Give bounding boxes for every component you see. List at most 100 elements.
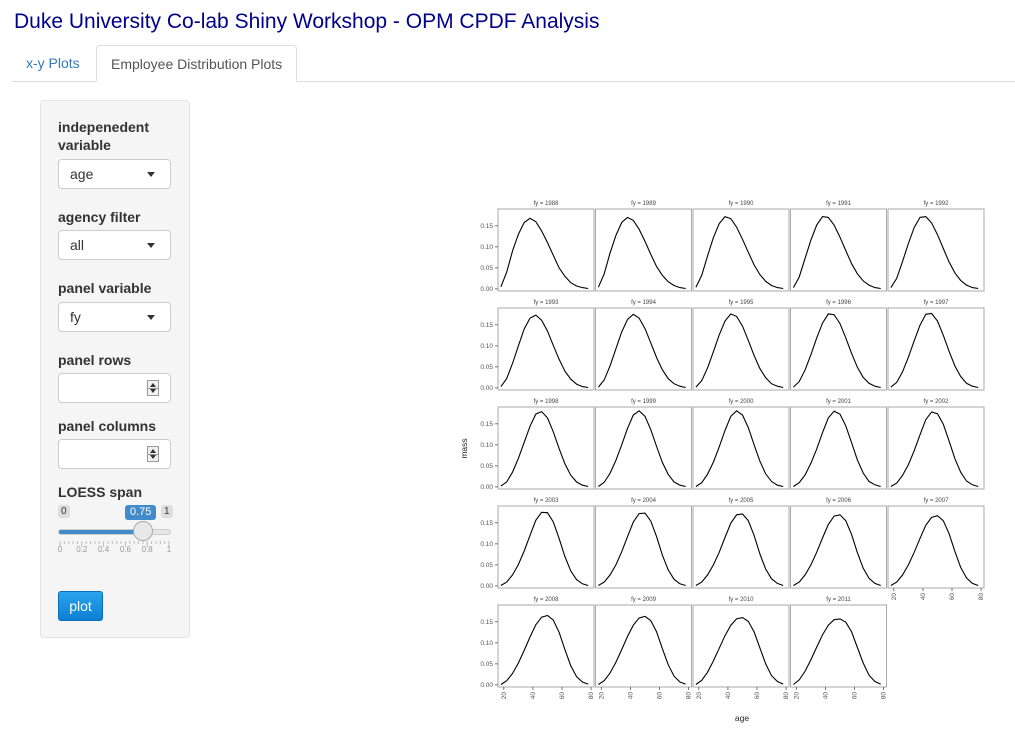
facet-panel: fy = 2007 20 40 60 80 [887, 498, 985, 601]
density-line [597, 313, 686, 389]
caret-down-icon [147, 243, 155, 248]
facet-panel: fy = 2011 20 40 60 80 [790, 597, 888, 700]
independent-variable-select[interactable]: age [58, 159, 171, 189]
panel-border [692, 604, 790, 688]
density-line [695, 215, 784, 290]
panel-border [497, 604, 595, 688]
facet-panel: fy = 2006 [790, 498, 887, 589]
panel-variable-select[interactable]: fy [58, 302, 171, 332]
facet-panel: fy = 1989 [595, 201, 692, 292]
facet-panel: fy = 1994 [595, 300, 692, 391]
panel-border [497, 208, 595, 292]
facet-strip-label: fy = 2011 [826, 597, 851, 603]
x-tick-label: 20 [696, 692, 703, 700]
facet-panel: fy = 1988 0.00 0.05 0.10 0.15 [480, 201, 595, 293]
loess-span-slider-track[interactable] [58, 529, 171, 535]
facet-panel: fy = 1992 [887, 201, 985, 292]
plot-button[interactable]: plot [58, 591, 103, 621]
density-line [500, 511, 589, 587]
density-line [695, 513, 784, 587]
x-tick-label: 40 [530, 692, 537, 700]
slider-tick-label: 0.8 [141, 545, 153, 554]
facet-strip-label: fy = 1989 [631, 201, 657, 207]
y-tick-label: 0.00 [480, 583, 493, 590]
x-tick-label: 80 [686, 692, 693, 700]
density-line [695, 313, 784, 389]
agency-filter-select[interactable]: all [58, 230, 171, 260]
x-tick-label: 60 [852, 692, 859, 700]
faceted-density-plot: fy = 1988 0.00 0.05 0.10 0.15 fy = 1989 fy = 1… [459, 201, 985, 723]
y-tick-label: 0.00 [480, 682, 493, 689]
y-axis-title: mass [459, 438, 469, 458]
y-tick-label: 0.05 [480, 463, 493, 470]
independent-variable-label-line2: variable [58, 137, 111, 153]
panel-border [692, 406, 790, 490]
density-line [598, 615, 686, 685]
facet-strip-label: fy = 1990 [729, 201, 755, 207]
x-tick-label: 40 [920, 593, 927, 601]
loess-span-slider-handle[interactable] [132, 521, 153, 541]
agency-filter-label: agency filter [58, 209, 141, 225]
x-tick-label: 20 [793, 692, 800, 700]
panel-border [595, 505, 692, 589]
facet-strip-label: fy = 2008 [534, 597, 560, 603]
panel-border [887, 505, 985, 589]
agency-filter-value: all [70, 237, 85, 253]
caret-down-icon [147, 315, 155, 320]
facet-panel: fy = 1999 [595, 399, 692, 490]
density-line [890, 515, 979, 587]
facet-strip-label: fy = 1988 [534, 201, 560, 207]
facet-strip-label: fy = 2003 [534, 498, 560, 504]
facet-strip-label: fy = 1994 [631, 300, 657, 306]
panel-border [790, 406, 887, 490]
y-tick-label: 0.15 [480, 421, 493, 428]
panel-border [790, 307, 887, 391]
y-tick-label: 0.05 [480, 265, 493, 272]
sidebar-panel: indepenedent variable age agency filter … [40, 100, 190, 638]
panel-border [790, 505, 887, 589]
density-line [793, 410, 881, 488]
tab-employee-distribution-plots[interactable]: Employee Distribution Plots [96, 45, 298, 82]
x-tick-label: 20 [598, 692, 605, 700]
facet-panel: fy = 1991 [790, 201, 887, 292]
panel-rows-spinner-icon[interactable] [147, 380, 159, 396]
density-line [598, 512, 686, 587]
y-tick-label: 0.00 [480, 484, 493, 491]
panel-rows-input[interactable] [58, 373, 171, 403]
panel-border [497, 307, 595, 391]
facet-strip-label: fy = 2001 [826, 399, 852, 405]
panel-border [497, 505, 595, 589]
facet-panel: fy = 2008 0.00 0.05 0.10 0.15 20 40 60 80 [480, 597, 595, 699]
facet-panel: fy = 2009 20 40 60 80 [595, 597, 693, 700]
density-line [695, 410, 784, 488]
y-tick-label: 0.10 [480, 640, 493, 647]
facet-strip-label: fy = 1991 [826, 201, 852, 207]
panel-border [887, 208, 985, 292]
y-tick-label: 0.15 [480, 322, 493, 329]
facet-strip-label: fy = 2004 [631, 498, 657, 504]
panel-columns-spinner-icon[interactable] [147, 446, 159, 462]
panel-border [692, 307, 790, 391]
facet-strip-label: fy = 1998 [534, 399, 560, 405]
panel-border [595, 406, 692, 490]
slider-tick-label: 1 [166, 545, 172, 554]
x-tick-label: 80 [588, 692, 595, 700]
x-tick-label: 40 [822, 692, 829, 700]
density-line [793, 514, 881, 587]
y-tick-label: 0.15 [480, 619, 493, 626]
tab-xy-plots[interactable]: x-y Plots [26, 55, 80, 71]
x-tick-label: 20 [501, 692, 508, 700]
x-tick-label: 20 [891, 593, 898, 601]
slider-tick-labels: 0 0.2 0.4 0.6 0.8 1 [58, 545, 171, 557]
slider-min-label: 0 [58, 505, 70, 518]
y-tick-label: 0.05 [480, 661, 493, 668]
facet-strip-label: fy = 1992 [924, 201, 950, 207]
facet-panel: fy = 1995 [692, 300, 790, 391]
slider-value-label: 0.75 [125, 505, 157, 520]
x-tick-label: 40 [725, 692, 732, 700]
loess-span-label: LOESS span [58, 484, 143, 500]
density-line [598, 410, 686, 488]
facet-panel: fy = 2003 0.00 0.05 0.10 0.15 [480, 498, 595, 590]
panel-columns-input[interactable] [58, 439, 171, 469]
panel-border [692, 208, 790, 292]
